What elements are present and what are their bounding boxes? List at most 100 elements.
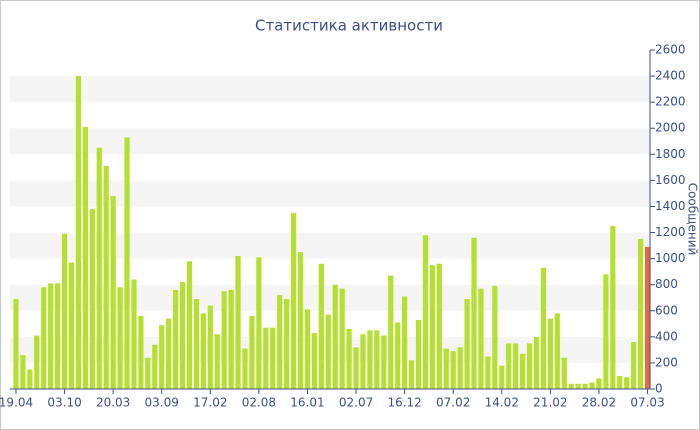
chart-title: Статистика активности — [255, 17, 443, 35]
y-axis-label: Сообщений — [686, 183, 700, 256]
grid-band — [9, 128, 650, 155]
y-tick-label: 2600 — [655, 43, 686, 57]
x-tick-label: 16.01 — [290, 396, 324, 410]
bar — [603, 274, 609, 389]
bar — [96, 147, 102, 389]
bar — [450, 351, 456, 389]
bar — [68, 262, 75, 389]
x-tick-label: 14.02 — [485, 396, 519, 410]
x-tick-label: 03.09 — [145, 396, 179, 410]
bar — [249, 315, 255, 389]
x-tick-label: 20.03 — [96, 396, 130, 410]
bar — [589, 382, 595, 389]
y-tick-label: 200 — [655, 355, 678, 369]
bar — [575, 383, 581, 389]
bar — [145, 357, 151, 389]
bar — [499, 365, 505, 389]
y-tick-label: 2200 — [655, 95, 686, 109]
bar — [172, 289, 179, 389]
bar — [103, 166, 109, 389]
bar — [159, 325, 165, 389]
bar — [124, 137, 130, 389]
bar — [610, 226, 616, 389]
x-tick-label: 19.04 — [0, 396, 33, 410]
bar — [367, 330, 373, 389]
x-tick-label: 07.03 — [630, 396, 664, 410]
bar — [492, 285, 498, 389]
bar — [13, 299, 19, 389]
x-tick-label: 16.12 — [387, 396, 421, 410]
bar — [637, 239, 644, 389]
bar — [353, 347, 359, 389]
bar — [61, 233, 68, 389]
bar — [395, 322, 401, 389]
y-tick-label: 2000 — [655, 121, 686, 135]
bar — [152, 344, 158, 389]
y-tick-label: 1000 — [655, 251, 686, 265]
bar — [325, 314, 331, 389]
bar — [381, 335, 387, 389]
bar — [526, 343, 533, 389]
bar — [193, 299, 200, 389]
bar — [82, 126, 88, 389]
bar — [617, 375, 623, 389]
bar — [256, 257, 262, 389]
bar — [457, 347, 463, 389]
bar — [422, 235, 429, 389]
bar — [547, 318, 553, 389]
y-tick-label: 400 — [655, 329, 678, 343]
bar — [166, 318, 172, 389]
bar — [485, 356, 491, 389]
bar — [55, 283, 61, 389]
bar — [297, 252, 304, 389]
bar — [520, 353, 526, 389]
bar — [214, 334, 220, 389]
bar — [138, 315, 144, 389]
bar — [408, 360, 415, 389]
bar — [443, 348, 449, 389]
bar — [304, 309, 311, 389]
bar — [207, 305, 213, 389]
x-tick-label: 28.02 — [582, 396, 616, 410]
bar — [568, 383, 574, 389]
bar — [221, 291, 227, 389]
x-tick-label: 07.02 — [436, 396, 470, 410]
grid-band — [9, 180, 650, 207]
bar — [34, 335, 40, 389]
x-tick-label: 03.10 — [47, 396, 81, 410]
bar — [284, 299, 290, 389]
bar — [270, 327, 276, 389]
bar — [506, 343, 512, 389]
bar — [436, 263, 442, 389]
bar — [624, 377, 630, 389]
bar — [131, 279, 137, 389]
bar — [89, 209, 95, 389]
bar — [429, 265, 435, 389]
bar — [200, 313, 206, 389]
bar — [360, 334, 366, 389]
bar — [631, 342, 637, 389]
bar — [186, 261, 193, 389]
bar — [644, 246, 651, 389]
bar — [388, 275, 394, 389]
grid-band — [9, 232, 650, 259]
x-tick-label: 02.08 — [242, 396, 276, 410]
bar — [582, 383, 588, 389]
x-tick-label: 02.07 — [339, 396, 373, 410]
bar — [48, 283, 54, 389]
y-tick-label: 0 — [655, 382, 663, 396]
bar — [464, 299, 470, 389]
bar — [596, 378, 602, 389]
bar — [318, 263, 324, 389]
bar — [471, 237, 477, 389]
bar — [290, 212, 297, 389]
bar — [346, 329, 352, 389]
bar — [478, 288, 484, 389]
bar — [554, 313, 560, 389]
bar — [513, 343, 519, 389]
bar — [75, 76, 82, 390]
bar — [41, 287, 47, 389]
bar — [374, 330, 380, 389]
y-tick-label: 2400 — [655, 69, 686, 83]
